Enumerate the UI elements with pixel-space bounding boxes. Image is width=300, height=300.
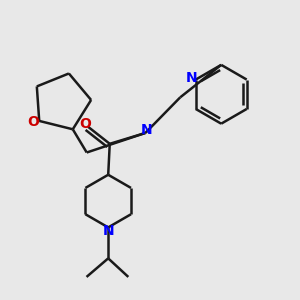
Text: N: N — [141, 124, 153, 137]
Text: O: O — [79, 117, 91, 131]
Text: N: N — [102, 224, 114, 238]
Text: O: O — [27, 115, 39, 128]
Text: N: N — [185, 71, 197, 85]
